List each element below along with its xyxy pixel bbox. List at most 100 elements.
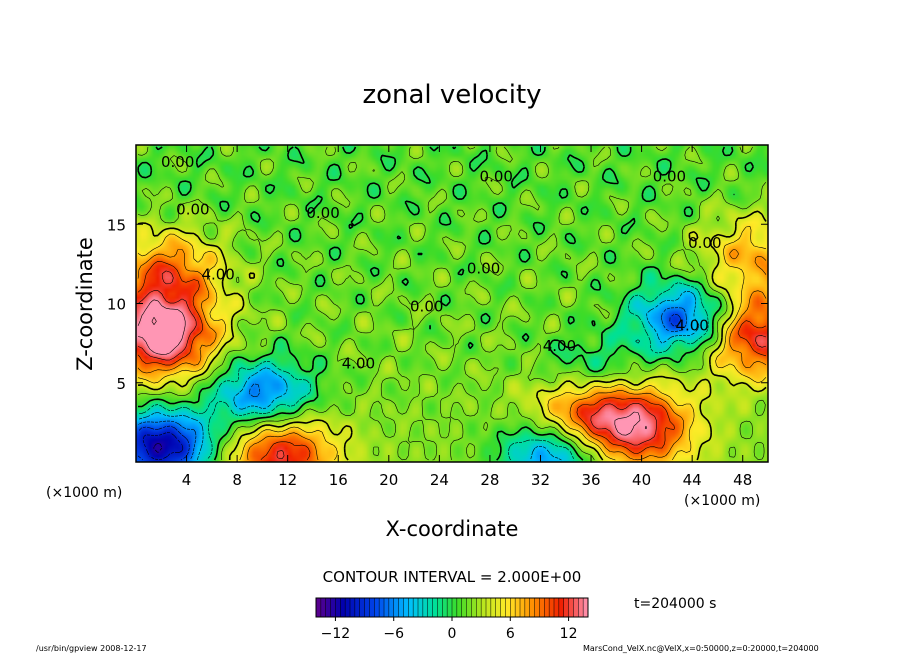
time-label: t=204000 s [634, 596, 716, 612]
colorbar-cell [437, 598, 443, 617]
colorbar-cell [486, 598, 492, 617]
colorbar-cell [388, 598, 395, 617]
colorbar-cell [505, 598, 511, 617]
x-tick-label: 44 [683, 471, 702, 489]
colorbar-cell [379, 598, 385, 617]
colorbar-cell [413, 598, 419, 617]
colorbar-cell [418, 598, 424, 617]
contour-line [137, 210, 767, 461]
x-tick-label: 32 [531, 471, 550, 489]
colorbar-cell [364, 598, 370, 617]
colorbar-cell [515, 598, 521, 617]
colorbar-tick-label: 0 [448, 626, 457, 642]
contour-labels: 0.00 0.00 0.00 0.00 0.00 0.00 4.00 4.00 4.00 4.00… [161, 153, 721, 372]
contour-label: 4.00 [675, 316, 708, 334]
colorbar-cell [490, 598, 497, 617]
contour-line [137, 261, 767, 461]
colorbar-cell [461, 598, 467, 617]
y-tick-label: 15 [107, 216, 126, 234]
contour-line [137, 290, 700, 461]
colorbar-cell [481, 598, 487, 617]
colorbar-cell [359, 598, 365, 617]
colorbar-cell [374, 598, 380, 617]
velocity-heatmap [136, 145, 768, 462]
x-tick-label: 20 [379, 471, 398, 489]
contour-line [137, 270, 767, 460]
x-axis: 4 8 12 16 20 24 28 32 36 40 44 48 [182, 145, 752, 489]
contour-line [137, 314, 681, 461]
colorbar-tick-label: 6 [506, 626, 515, 642]
x-unit-label-right: (×1000 m) [684, 493, 760, 509]
colorbar-cell [350, 598, 356, 617]
colorbar-cell [320, 598, 327, 617]
colorbar-cell [369, 598, 375, 617]
colorbar-tick-label: 12 [560, 626, 578, 642]
footer-right: MarsCond_VelX.nc@VelX,x=0:50000,z=0:2000… [583, 644, 819, 653]
contour-label: 0.00 [688, 234, 721, 252]
contour-line [137, 226, 767, 461]
y-axis: 5 10 15 [107, 216, 768, 393]
x-unit-label-left: (×1000 m) [46, 485, 122, 501]
contour-line [137, 249, 767, 461]
colorbar-cell [529, 598, 535, 617]
colorbar-cell [549, 598, 555, 617]
contour-label: 0.00 [161, 153, 194, 171]
colorbar-cell [393, 598, 399, 617]
x-tick-label: 36 [581, 471, 600, 489]
colorbar-cell [510, 598, 516, 617]
colorbar-cell [471, 598, 477, 617]
contour-label: 0.00 [410, 297, 443, 315]
contour-label: 0.00 [480, 167, 513, 185]
colorbar-cell [583, 598, 589, 617]
colorbar-cell [422, 598, 429, 617]
colorbar-tick-label: −6 [383, 626, 404, 642]
colorbar-cell [534, 598, 540, 617]
colorbar-cell [568, 598, 574, 617]
footer-left: /usr/bin/gpview 2008-12-17 [36, 644, 147, 653]
contour-line [137, 299, 647, 436]
colorbar-cell [345, 598, 351, 617]
y-tick-label: 5 [116, 375, 126, 393]
colorbar-cell [398, 598, 404, 617]
colorbar-cell [354, 598, 361, 617]
x-tick-label: 16 [329, 471, 348, 489]
colorbar-cell [476, 598, 482, 617]
contour-label: 4.00 [201, 266, 234, 284]
contour-line [153, 443, 163, 453]
contour-interval-label: CONTOUR INTERVAL = 2.000E+00 [323, 568, 582, 586]
contour-label: 0.00 [176, 201, 209, 219]
contour-line [142, 432, 184, 460]
x-tick-label: 28 [480, 471, 499, 489]
colorbar-cell [384, 598, 390, 617]
contour-line [137, 146, 767, 461]
colorbar-cell [524, 598, 531, 617]
chart-title: zonal velocity [362, 80, 541, 110]
colorbar-cell [432, 598, 438, 617]
contour-line [137, 307, 687, 461]
contour-label: 4.00 [342, 354, 375, 372]
colorbar-cell [408, 598, 414, 617]
colorbar-cell [452, 598, 458, 617]
y-axis-label: Z-coordinate [73, 237, 97, 371]
x-tick-label: 8 [232, 471, 242, 489]
x-tick-label: 48 [733, 471, 752, 489]
colorbar-cell [330, 598, 336, 617]
colorbar-cell [427, 598, 433, 617]
colorbar-cell [340, 598, 346, 617]
y-tick-label: 10 [107, 296, 126, 314]
colorbar: −12 −6 0 6 12 [315, 597, 589, 642]
contour-line [137, 282, 709, 461]
colorbar-cell [500, 598, 506, 617]
x-tick-label: 24 [430, 471, 449, 489]
colorbar-cell [447, 598, 453, 617]
colorbar-cell [335, 598, 341, 617]
contour-label: 0.00 [306, 204, 339, 222]
colorbar-cell [578, 598, 584, 617]
x-tick-label: 40 [632, 471, 651, 489]
colorbar-cell [554, 598, 560, 617]
colorbar-cell [573, 598, 579, 617]
x-tick-label: 4 [182, 471, 192, 489]
contour-lines [137, 146, 767, 461]
colorbar-cell [316, 598, 322, 617]
